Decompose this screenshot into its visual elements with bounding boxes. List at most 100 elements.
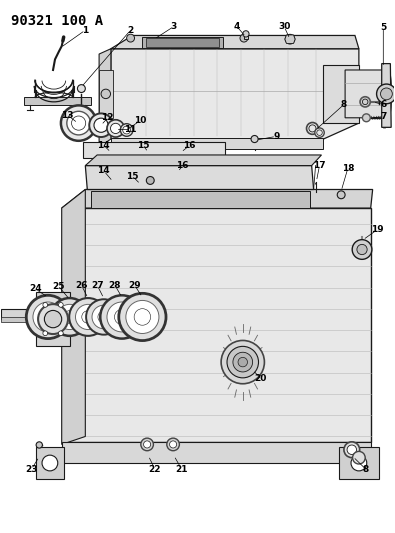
Polygon shape [62, 442, 371, 463]
Polygon shape [62, 190, 85, 445]
Text: 12: 12 [102, 114, 114, 122]
Circle shape [61, 106, 96, 141]
Circle shape [58, 303, 63, 307]
Polygon shape [382, 63, 391, 127]
Text: 18: 18 [342, 164, 354, 173]
Text: 16: 16 [176, 161, 189, 170]
Text: 90321 100 A: 90321 100 A [11, 14, 103, 28]
Text: 29: 29 [128, 280, 141, 289]
Circle shape [111, 123, 121, 134]
Text: 1: 1 [82, 26, 88, 35]
Text: 14: 14 [98, 166, 110, 175]
Circle shape [92, 305, 116, 329]
Polygon shape [62, 208, 371, 442]
Polygon shape [111, 49, 359, 139]
Circle shape [307, 123, 318, 134]
Circle shape [86, 299, 122, 335]
Circle shape [57, 304, 82, 329]
Circle shape [89, 114, 113, 137]
Circle shape [33, 302, 63, 332]
Text: 8: 8 [363, 465, 369, 474]
Circle shape [119, 293, 166, 341]
Circle shape [167, 438, 179, 451]
Polygon shape [99, 49, 111, 147]
Text: 27: 27 [91, 280, 103, 289]
Circle shape [285, 35, 295, 44]
Polygon shape [36, 292, 70, 346]
Circle shape [126, 301, 159, 334]
Circle shape [77, 85, 85, 93]
Polygon shape [244, 32, 248, 39]
Polygon shape [85, 155, 322, 166]
Circle shape [363, 114, 370, 122]
Circle shape [107, 302, 137, 332]
Text: 23: 23 [25, 465, 38, 474]
Circle shape [43, 331, 48, 336]
Circle shape [351, 455, 367, 471]
Text: 8: 8 [341, 100, 347, 109]
Polygon shape [111, 138, 324, 149]
Circle shape [240, 34, 248, 42]
Text: 9: 9 [273, 132, 279, 141]
Polygon shape [345, 70, 388, 118]
Text: 15: 15 [137, 141, 149, 150]
Circle shape [315, 128, 324, 138]
Polygon shape [285, 35, 295, 43]
Circle shape [347, 445, 357, 455]
Bar [1, 318, 38, 322]
Circle shape [26, 295, 70, 338]
Polygon shape [111, 36, 359, 49]
Circle shape [344, 442, 360, 458]
Circle shape [227, 346, 258, 378]
Circle shape [44, 310, 62, 328]
Text: 7: 7 [380, 112, 386, 121]
Text: 15: 15 [126, 172, 139, 181]
Circle shape [69, 298, 107, 336]
Circle shape [353, 451, 365, 464]
Circle shape [42, 455, 58, 471]
Circle shape [143, 441, 150, 448]
Circle shape [251, 135, 258, 142]
Circle shape [51, 298, 88, 336]
Circle shape [36, 442, 42, 448]
Text: 24: 24 [29, 284, 41, 293]
Circle shape [243, 31, 249, 37]
Polygon shape [146, 38, 219, 46]
Text: 30: 30 [278, 22, 290, 31]
Text: 20: 20 [254, 374, 267, 383]
Text: 5: 5 [380, 23, 386, 32]
Circle shape [221, 341, 264, 384]
Polygon shape [99, 70, 113, 118]
Circle shape [233, 352, 253, 372]
Text: 14: 14 [98, 141, 110, 150]
Circle shape [337, 191, 345, 199]
Text: 21: 21 [175, 465, 188, 474]
Text: 11: 11 [124, 125, 137, 134]
Circle shape [146, 176, 154, 184]
Polygon shape [36, 447, 64, 479]
Polygon shape [324, 64, 359, 123]
Polygon shape [91, 191, 310, 208]
Circle shape [357, 245, 367, 255]
Text: 28: 28 [109, 280, 121, 289]
Text: 16: 16 [183, 141, 196, 150]
Circle shape [67, 111, 90, 135]
Text: 13: 13 [61, 111, 74, 119]
Circle shape [123, 126, 131, 134]
Circle shape [120, 124, 133, 136]
Text: 25: 25 [53, 282, 65, 291]
Polygon shape [83, 142, 225, 158]
Polygon shape [85, 166, 314, 190]
Text: 3: 3 [171, 22, 177, 31]
Text: 19: 19 [371, 225, 384, 234]
Circle shape [376, 84, 395, 104]
Circle shape [94, 118, 108, 132]
Circle shape [169, 441, 177, 448]
Circle shape [380, 88, 392, 100]
Text: 22: 22 [149, 465, 161, 474]
Text: 4: 4 [234, 22, 240, 31]
Circle shape [360, 96, 370, 107]
Circle shape [101, 89, 111, 99]
Circle shape [58, 331, 63, 336]
Polygon shape [142, 37, 223, 47]
